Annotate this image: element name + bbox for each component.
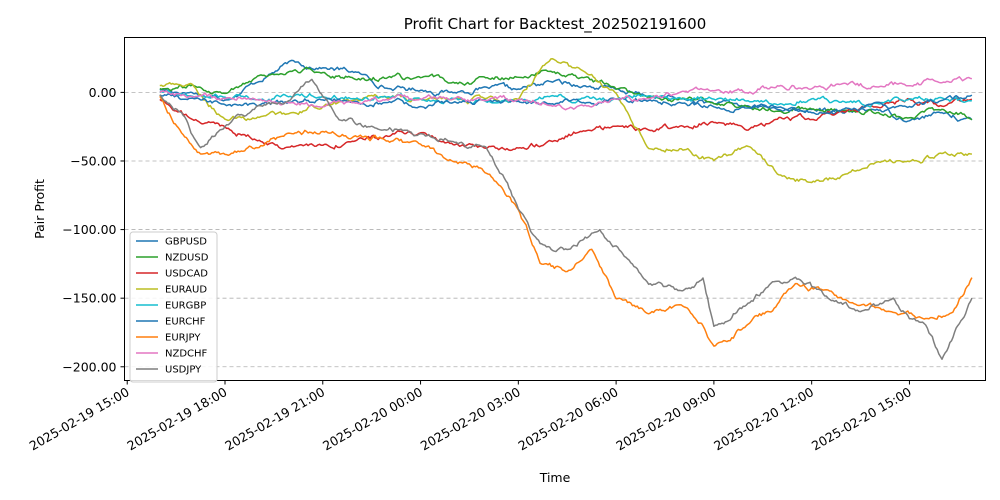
y-tick-label: −100.00 xyxy=(62,222,116,237)
legend-label: NZDCHF xyxy=(165,349,208,360)
grid-lines xyxy=(124,91,986,368)
y-axis: 0.00 −50.00 −100.00 −150.00 −200.00 xyxy=(62,85,125,374)
series-line-usdcad xyxy=(159,97,973,152)
series-line-eurchf xyxy=(159,93,973,116)
plot-frame xyxy=(124,37,986,381)
legend-label: EURCHF xyxy=(165,317,206,328)
y-axis-title: Pair Profit xyxy=(32,179,47,239)
legend: GBPUSD NZDUSD USDCAD EURAUD EURGBP EURCHF EURJ… xyxy=(129,231,218,383)
chart-title: Profit Chart for Backtest_202502191600 xyxy=(404,15,707,34)
legend-label: NZDUSD xyxy=(165,253,209,264)
series-line-eurjpy xyxy=(159,95,973,347)
y-tick-label: −150.00 xyxy=(62,291,116,306)
legend-label: USDCAD xyxy=(165,269,208,280)
legend-label: USDJPY xyxy=(165,365,202,376)
legend-label: GBPUSD xyxy=(165,237,207,248)
y-tick-label: 0.00 xyxy=(89,85,117,100)
series-line-euraud xyxy=(159,58,972,184)
series-layer xyxy=(159,58,973,360)
y-tick-label: −200.00 xyxy=(62,359,116,374)
x-axis-title: Time xyxy=(539,470,571,485)
y-tick-label: −50.00 xyxy=(70,153,116,168)
series-line-nzdusd xyxy=(159,66,973,121)
legend-label: EURJPY xyxy=(165,333,201,344)
legend-label: EURGBP xyxy=(165,301,206,312)
legend-label: EURAUD xyxy=(165,285,207,296)
series-line-usdjpy xyxy=(159,78,973,360)
series-line-nzdchf xyxy=(159,76,973,111)
legend-box xyxy=(129,231,218,383)
